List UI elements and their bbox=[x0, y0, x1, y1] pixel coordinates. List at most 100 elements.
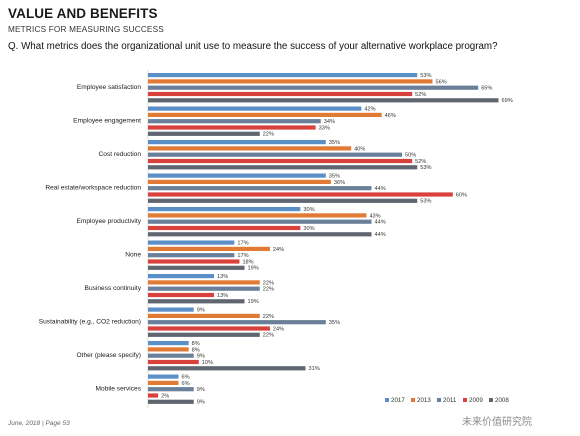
bar-2011 bbox=[148, 119, 321, 124]
data-label: 56% bbox=[435, 79, 446, 85]
data-label: 42% bbox=[364, 107, 375, 113]
watermark-text: 未来价值研究院 bbox=[462, 417, 532, 428]
bar-2009 bbox=[148, 326, 270, 331]
bar-2017 bbox=[148, 307, 194, 312]
bar-2013 bbox=[148, 380, 179, 385]
bar-2008 bbox=[148, 198, 418, 203]
data-label: 13% bbox=[217, 293, 228, 299]
data-label: 30% bbox=[303, 226, 314, 232]
bar-2011 bbox=[148, 320, 326, 325]
bar-2009 bbox=[148, 292, 215, 298]
bar-2008 bbox=[148, 332, 260, 337]
data-label: 44% bbox=[375, 232, 386, 238]
category-label: Other (please specify) bbox=[77, 352, 142, 359]
bar-2017 bbox=[148, 374, 179, 379]
legend-swatch-2008 bbox=[489, 398, 493, 402]
data-label: 40% bbox=[354, 146, 365, 152]
data-label: 30% bbox=[303, 207, 314, 213]
bar-2008 bbox=[148, 232, 372, 237]
bar-2009 bbox=[148, 91, 413, 97]
bar-2017 bbox=[148, 341, 189, 346]
bar-2013 bbox=[148, 146, 352, 151]
bar-2017 bbox=[148, 240, 235, 245]
legend-swatch-2013 bbox=[411, 398, 415, 402]
category-label: Employee satisfaction bbox=[77, 84, 141, 91]
data-label: 10% bbox=[202, 360, 213, 366]
data-label: 9% bbox=[197, 308, 205, 314]
bar-2008 bbox=[148, 165, 418, 170]
data-label: 2% bbox=[161, 393, 169, 399]
category-label: Real estate/workspace reduction bbox=[45, 184, 141, 191]
bar-2009 bbox=[148, 225, 301, 231]
bar-2011 bbox=[148, 152, 402, 157]
bar-2011 bbox=[148, 85, 479, 90]
page-title: VALUE AND BENEFITS bbox=[8, 6, 158, 21]
category-label: Cost reduction bbox=[98, 151, 141, 158]
bar-2017 bbox=[148, 173, 326, 178]
data-label: 6% bbox=[181, 375, 189, 381]
survey-question: Q. What metrics does the organizational … bbox=[8, 41, 498, 52]
category-label: None bbox=[125, 251, 141, 258]
data-label: 35% bbox=[329, 174, 340, 180]
legend-label-2011: 2011 bbox=[443, 397, 457, 404]
legend-swatch-2017 bbox=[385, 398, 389, 402]
data-label: 22% bbox=[263, 333, 274, 339]
data-label: 53% bbox=[420, 73, 431, 79]
category-label: Sustainability (e.g., CO2 reduction) bbox=[39, 318, 141, 325]
data-label: 35% bbox=[329, 140, 340, 146]
data-label: 13% bbox=[217, 274, 228, 280]
bar-2009 bbox=[148, 158, 413, 164]
legend-label-2008: 2008 bbox=[495, 397, 509, 404]
bar-2013 bbox=[148, 179, 331, 184]
bar-2008 bbox=[148, 131, 260, 136]
bar-2009 bbox=[148, 359, 199, 365]
bar-2013 bbox=[148, 313, 260, 318]
bar-2017 bbox=[148, 73, 418, 78]
bar-2017 bbox=[148, 140, 326, 145]
data-label: 50% bbox=[405, 153, 416, 159]
data-label: 53% bbox=[420, 199, 431, 205]
data-label: 19% bbox=[248, 299, 259, 305]
data-label: 34% bbox=[324, 119, 335, 125]
footer-text: June, 2018 | Page 53 bbox=[8, 420, 70, 427]
bar-2011 bbox=[148, 286, 260, 291]
data-label: 43% bbox=[369, 213, 380, 219]
data-label: 24% bbox=[273, 247, 284, 253]
bar-2013 bbox=[148, 347, 189, 352]
bar-2017 bbox=[148, 207, 301, 212]
data-label: 6% bbox=[181, 381, 189, 387]
bar-2011 bbox=[148, 353, 194, 358]
data-label: 8% bbox=[192, 347, 200, 353]
category-label: Employee productivity bbox=[76, 218, 141, 225]
data-label: 53% bbox=[420, 165, 431, 171]
bar-2009 bbox=[148, 192, 453, 197]
category-label: Employee engagement bbox=[73, 117, 141, 124]
data-label: 22% bbox=[263, 314, 274, 320]
data-label: 8% bbox=[192, 341, 200, 347]
data-label: 31% bbox=[308, 366, 319, 372]
bar-2008 bbox=[148, 399, 194, 404]
legend-label-2017: 2017 bbox=[391, 397, 405, 404]
data-label: 19% bbox=[248, 266, 259, 272]
bar-2013 bbox=[148, 213, 367, 218]
data-label: 36% bbox=[334, 180, 345, 186]
data-label: 18% bbox=[242, 259, 253, 265]
data-label: 60% bbox=[456, 192, 467, 198]
bar-2009 bbox=[148, 125, 316, 130]
data-label: 22% bbox=[263, 132, 274, 138]
bar-2013 bbox=[148, 112, 382, 117]
bar-2008 bbox=[148, 265, 245, 270]
data-label: 44% bbox=[375, 186, 386, 192]
bar-chart: Employee satisfaction 53% 56% 65% 52% 69% Empl… bbox=[39, 70, 513, 408]
bar-2009 bbox=[148, 393, 159, 398]
bar-2013 bbox=[148, 79, 433, 84]
data-label: 24% bbox=[273, 326, 284, 332]
bar-2008 bbox=[148, 98, 499, 103]
bar-2011 bbox=[148, 219, 372, 224]
bar-2008 bbox=[148, 299, 245, 304]
page-subtitle: METRICS FOR MEASURING SUCCESS bbox=[8, 25, 164, 34]
data-label: 17% bbox=[237, 253, 248, 259]
legend-swatch-2011 bbox=[437, 398, 441, 402]
data-label: 22% bbox=[263, 280, 274, 286]
bar-2008 bbox=[148, 366, 306, 371]
